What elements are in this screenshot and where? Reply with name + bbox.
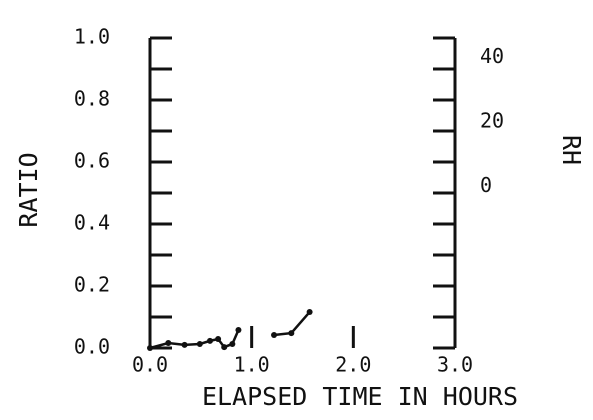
point xyxy=(215,336,222,343)
y-tick-label: 0.8 xyxy=(74,87,110,111)
point xyxy=(271,331,278,338)
x-tick-label: 3.0 xyxy=(437,353,473,377)
point xyxy=(288,330,295,337)
x-tick-label: 1.0 xyxy=(234,353,270,377)
y2-axis-title: RH xyxy=(557,135,586,165)
point xyxy=(165,340,172,347)
y-axis-title: RATIO xyxy=(14,152,43,227)
y2-tick-label: 0 xyxy=(480,173,492,197)
x-tick-label: 0.0 xyxy=(132,353,168,377)
point xyxy=(235,327,242,334)
point xyxy=(181,341,188,348)
point xyxy=(221,344,228,351)
y2-tick-label: 40 xyxy=(480,44,504,68)
y-tick-label: 1.0 xyxy=(74,25,110,49)
y-tick-label: 0.4 xyxy=(74,211,110,235)
point xyxy=(196,340,203,347)
point xyxy=(229,340,236,347)
point xyxy=(206,337,213,344)
point xyxy=(147,345,153,351)
y-tick-label: 0.0 xyxy=(74,335,110,359)
y-tick-label: 0.2 xyxy=(74,273,110,297)
x-axis-title: ELAPSED TIME IN HOURS xyxy=(202,382,518,411)
y-tick-label: 0.6 xyxy=(74,149,110,173)
y2-tick-label: 20 xyxy=(480,108,504,132)
x-tick-label: 2.0 xyxy=(335,353,371,377)
point xyxy=(306,309,313,316)
